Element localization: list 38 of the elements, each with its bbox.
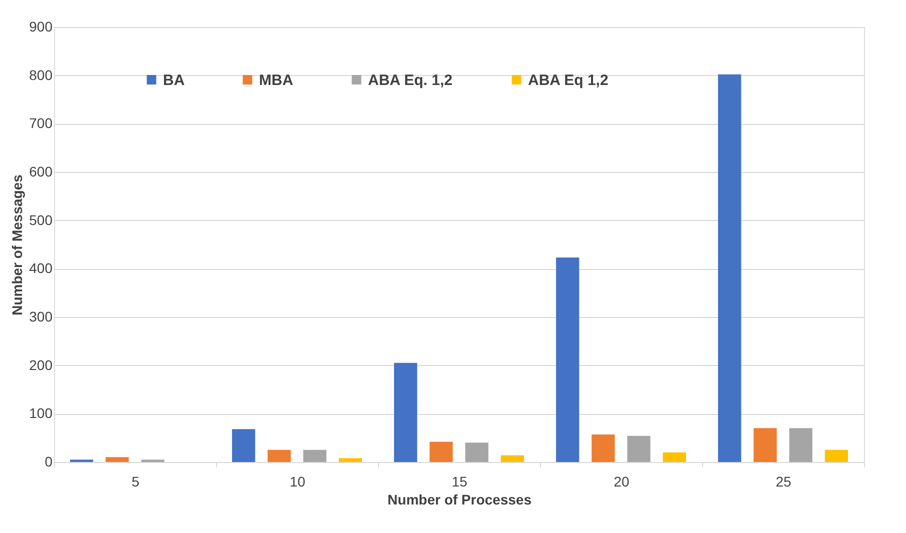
bar	[430, 442, 453, 462]
y-tick-label: 900	[29, 18, 53, 34]
bar	[556, 258, 580, 462]
y-tick-label: 500	[29, 212, 53, 228]
y-tick-label: 600	[29, 164, 53, 180]
y-tick-label: 300	[29, 308, 53, 324]
x-tick-label: 5	[132, 474, 140, 490]
bar	[662, 452, 686, 462]
y-tick-label: 700	[29, 115, 53, 132]
x-axis-title: Number of Processes	[388, 492, 532, 508]
bar	[268, 450, 291, 462]
bar	[592, 434, 615, 462]
bar	[465, 442, 488, 462]
legend-label: ABA Eq 1,2	[528, 72, 608, 89]
bar	[754, 428, 777, 462]
y-tick-label: 800	[29, 66, 53, 83]
legend-label: MBA	[259, 72, 294, 89]
legend-label: BA	[163, 72, 185, 89]
bar	[627, 436, 650, 462]
legend-label: ABA Eq. 1,2	[368, 72, 452, 89]
x-tick-label: 20	[614, 474, 630, 490]
y-tick-label: 0	[44, 454, 53, 470]
bar	[106, 457, 129, 462]
bar	[789, 428, 812, 462]
bar	[338, 458, 362, 462]
x-tick-label: 10	[290, 474, 306, 490]
bar	[303, 450, 326, 462]
bar	[500, 455, 524, 462]
bar	[394, 362, 418, 462]
bar	[718, 74, 742, 462]
y-tick-label: 100	[29, 405, 53, 422]
x-tick-label: 25	[776, 474, 792, 490]
x-tick-label: 15	[452, 474, 468, 490]
y-axis-title: Number of Messages	[9, 174, 26, 316]
y-tick-label: 200	[29, 356, 53, 373]
bar	[232, 429, 256, 462]
y-tick-label: 400	[29, 260, 53, 276]
bar	[824, 450, 848, 462]
